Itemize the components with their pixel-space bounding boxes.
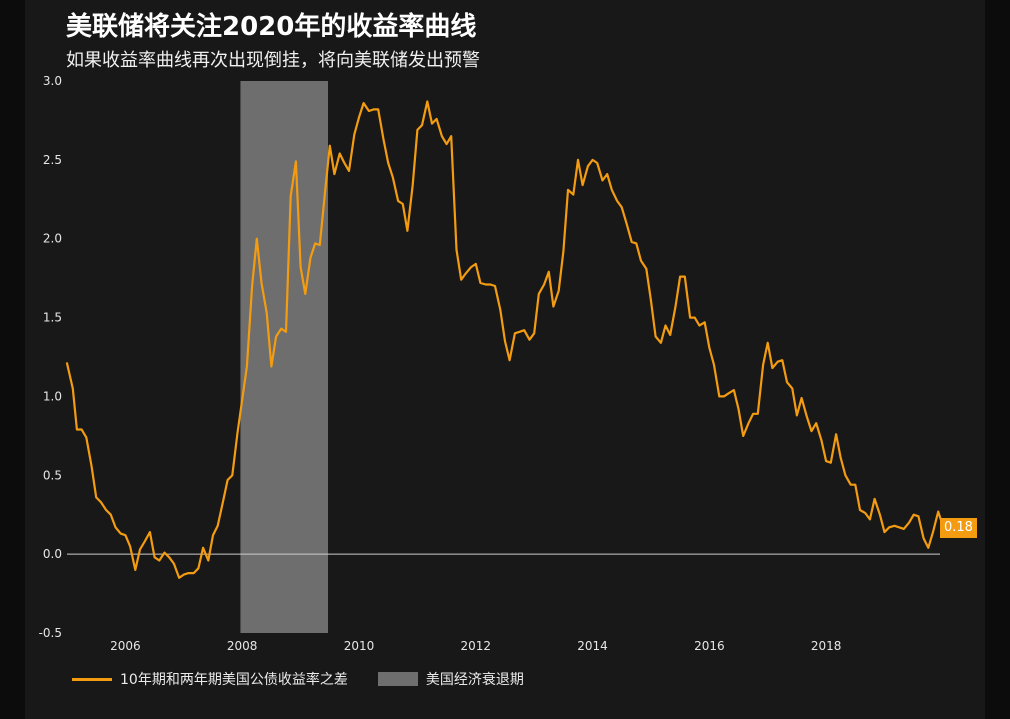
- chart-subtitle: 如果收益率曲线再次出现倒挂，将向美联储发出预警: [66, 50, 480, 71]
- y-tick-label: 0.0: [43, 547, 62, 561]
- recession-band: [240, 81, 329, 633]
- y-tick-label: 2.5: [43, 153, 62, 167]
- legend-line-swatch: [72, 677, 112, 681]
- legend-spread-label: 10年期和两年期美国公债收益率之差: [120, 672, 348, 688]
- spread-line: [65, 100, 944, 579]
- x-tick-label: 2018: [811, 639, 842, 653]
- x-tick-label: 2016: [694, 639, 725, 653]
- y-tick-label: 1.0: [43, 389, 62, 403]
- y-tick-label: 0.5: [43, 468, 62, 482]
- x-tick-label: 2008: [227, 639, 258, 653]
- end-value-label: 0.18: [940, 518, 977, 538]
- chart-frame: [25, 0, 985, 719]
- legend-recession-swatch: [377, 672, 418, 686]
- legend: 10年期和两年期美国公债收益率之差 美国经济衰退期: [72, 668, 554, 690]
- y-tick-label: -0.5: [39, 626, 62, 640]
- x-tick-label: 2014: [577, 639, 608, 653]
- legend-item-spread[interactable]: 10年期和两年期美国公债收益率之差: [72, 669, 348, 689]
- x-tick-label: 2010: [344, 639, 375, 653]
- chart-title: 美联储将关注2020年的收益率曲线: [66, 12, 477, 42]
- y-tick-label: 2.0: [43, 232, 62, 246]
- legend-recession-label: 美国经济衰退期: [425, 672, 524, 688]
- y-tick-label: 1.5: [43, 311, 62, 325]
- x-tick-label: 2006: [110, 639, 141, 653]
- legend-item-recession[interactable]: 美国经济衰退期: [377, 669, 524, 689]
- x-tick-label: 2012: [460, 639, 491, 653]
- y-tick-label: 3.0: [43, 74, 62, 88]
